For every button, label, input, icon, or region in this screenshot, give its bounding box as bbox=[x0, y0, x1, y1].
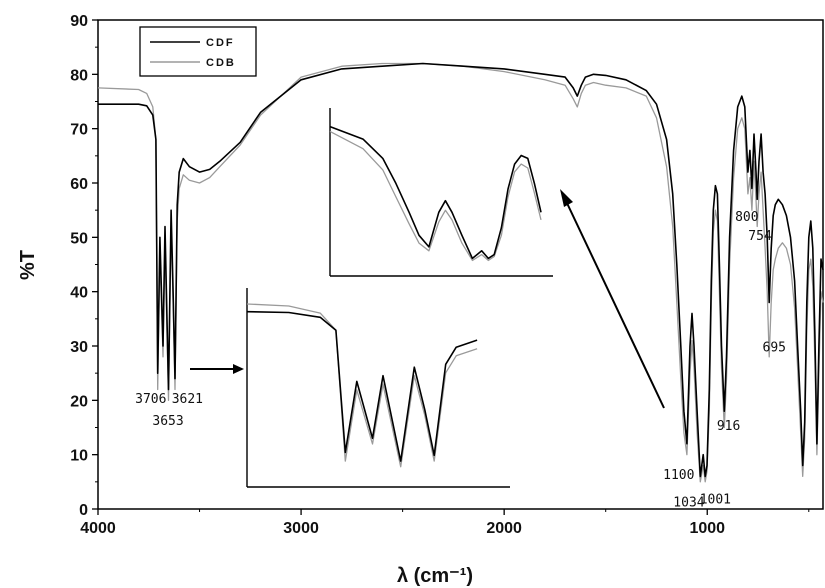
peak-label: 3621 bbox=[172, 392, 203, 407]
legend-label-cdb: CDB bbox=[206, 57, 236, 69]
peak-label: 1034 bbox=[673, 495, 704, 510]
peak-label: 1001 bbox=[700, 493, 731, 508]
series-line-cdf bbox=[98, 62, 824, 478]
legend-box bbox=[139, 26, 257, 77]
peak-label: 800 bbox=[735, 210, 758, 225]
inset-series-cdf bbox=[329, 125, 542, 260]
y-axis-title: %T bbox=[17, 250, 39, 280]
inset-lower-magnified bbox=[246, 288, 510, 488]
x-tick-label: 2000 bbox=[486, 520, 522, 537]
series-layer bbox=[97, 62, 824, 483]
x-axis-title: λ (cm⁻¹) bbox=[397, 565, 473, 587]
y-tick-label: 90 bbox=[70, 13, 88, 30]
x-tick-label: 3000 bbox=[283, 520, 319, 537]
y-tick-label: 10 bbox=[70, 448, 88, 465]
x-tick-label: 4000 bbox=[80, 520, 116, 537]
peak-label: 916 bbox=[717, 419, 740, 434]
inset-series-cdb bbox=[246, 303, 478, 468]
peak-label: 1100 bbox=[663, 468, 694, 483]
peak-label: 3706 bbox=[135, 392, 166, 407]
series-line-cdb bbox=[97, 62, 824, 483]
x-tick-label: 1000 bbox=[689, 520, 725, 537]
legend: CDF CDB bbox=[139, 26, 257, 77]
y-tick-label: 30 bbox=[70, 339, 88, 356]
plot-area-frame bbox=[97, 19, 824, 510]
arrow-to-upper-inset bbox=[565, 200, 665, 409]
legend-label-cdf: CDF bbox=[206, 37, 235, 49]
arrow-head-upper-inset bbox=[560, 189, 573, 207]
y-tick-label: 50 bbox=[70, 230, 88, 247]
peak-label: 3653 bbox=[152, 414, 183, 429]
inset-series-cdb bbox=[329, 130, 542, 262]
y-tick-label: 60 bbox=[70, 176, 88, 193]
peak-label: 754 bbox=[748, 229, 772, 244]
y-tick-label: 70 bbox=[70, 122, 88, 139]
y-tick-label: 20 bbox=[70, 393, 88, 410]
inset-series-cdf bbox=[246, 310, 478, 462]
peak-label: 695 bbox=[763, 340, 786, 355]
y-tick-label: 80 bbox=[70, 67, 88, 84]
y-tick-label: 40 bbox=[70, 285, 88, 302]
y-tick-label: 0 bbox=[79, 502, 88, 519]
axis-ticks: 0 10 20 30 40 50 60 70 80 90 4000 3000 2000 1000 bbox=[70, 13, 810, 537]
arrow-head-lower-inset bbox=[233, 364, 244, 374]
inset-upper-magnified bbox=[329, 108, 553, 277]
